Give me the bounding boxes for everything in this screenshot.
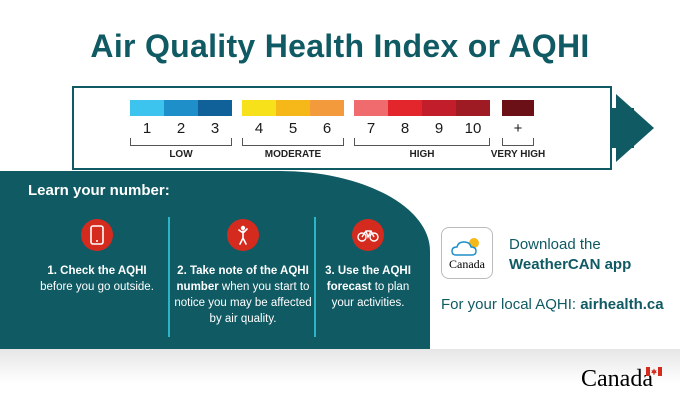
footer-band <box>0 349 680 406</box>
segment-4 <box>242 100 276 116</box>
segment-7 <box>354 100 388 116</box>
scale-number: 10 <box>464 120 482 137</box>
risk-label: Risk <box>568 117 609 138</box>
app-icon-word: Canada <box>449 256 485 271</box>
divider <box>168 217 170 337</box>
category-high: HIGH <box>409 149 435 160</box>
scale-number: + <box>513 120 523 137</box>
flag-icon <box>646 367 662 376</box>
segment-3 <box>198 100 232 116</box>
segment-plus <box>502 100 534 116</box>
learn-panel: Learn your number: 1. Check the AQHI befo… <box>0 171 430 349</box>
step-1: 1. Check the AQHI before you go outside. <box>32 219 162 295</box>
segment-6 <box>310 100 344 116</box>
phone-icon <box>81 219 113 251</box>
segment-8 <box>388 100 422 116</box>
weathercan-app-icon[interactable]: Canada <box>441 227 493 279</box>
segment-2 <box>164 100 198 116</box>
segment-9 <box>422 100 456 116</box>
page-title: Air Quality Health Index or AQHI <box>90 28 590 64</box>
airhealth-link[interactable]: airhealth.ca <box>580 296 664 313</box>
scale-number: 6 <box>322 120 332 137</box>
scale-box: 1 2 3 4 5 6 7 8 9 10 + LOW MODERATE HIGH… <box>72 86 612 170</box>
learn-heading: Learn your number: <box>28 182 170 199</box>
risk-arrow-head-icon <box>616 94 654 162</box>
divider <box>314 217 316 337</box>
step-3: 3. Use the AQHI forecast to plan your ac… <box>322 219 414 311</box>
canada-wordmark: Canada <box>581 366 653 392</box>
scale-number: 4 <box>254 120 264 137</box>
step-2: 2. Take note of the AQHI number when you… <box>174 219 312 327</box>
segment-10 <box>456 100 490 116</box>
app-name: WeatherCAN app <box>509 256 632 273</box>
scale-number: 5 <box>288 120 298 137</box>
local-aqhi: For your local AQHI: airhealth.ca <box>441 296 664 313</box>
bracket-moderate <box>242 138 344 146</box>
bicycle-icon <box>352 219 384 251</box>
bracket-low <box>130 138 232 146</box>
person-icon <box>227 219 259 251</box>
scale-number: 1 <box>142 120 152 137</box>
download-text: Download the <box>509 236 601 253</box>
scale-number: 2 <box>176 120 186 137</box>
category-moderate: MODERATE <box>264 149 322 160</box>
category-low: LOW <box>169 149 193 160</box>
bracket-very-high <box>502 138 534 146</box>
scale-number: 7 <box>366 120 376 137</box>
segment-5 <box>276 100 310 116</box>
bracket-high <box>354 138 490 146</box>
scale-number: 9 <box>434 120 444 137</box>
category-very-high: VERY HIGH <box>490 149 546 160</box>
segment-1 <box>130 100 164 116</box>
cloud-sun-icon <box>451 237 479 256</box>
aqhi-scale: 1 2 3 4 5 6 7 8 9 10 + LOW MODERATE HIGH… <box>72 86 662 170</box>
scale-number: 8 <box>400 120 410 137</box>
scale-number: 3 <box>210 120 220 137</box>
